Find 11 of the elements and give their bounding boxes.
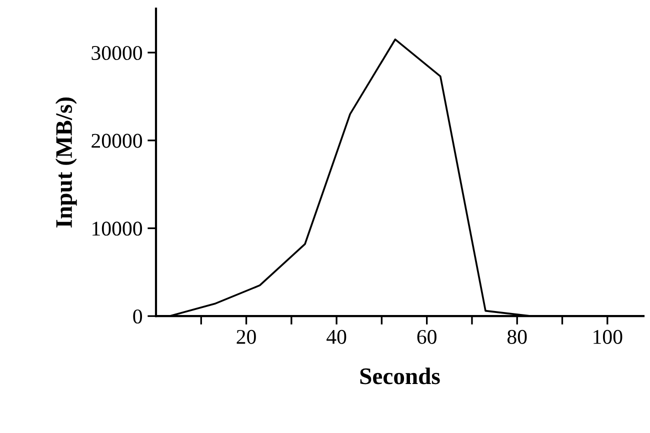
x-tick-label: 60: [417, 330, 436, 344]
y-axis-title: Input (MB/s): [55, 97, 77, 228]
y-tick-label: 30000: [92, 46, 142, 60]
y-tick-label: 10000: [92, 222, 142, 236]
x-tick-label: 100: [594, 330, 622, 344]
x-tick-label: 80: [507, 330, 527, 344]
x-tick-label: 40: [326, 330, 346, 344]
x-tick-label: 20: [236, 330, 256, 344]
y-tick-label: 0: [133, 309, 142, 324]
y-tick-label: 20000: [92, 134, 142, 148]
x-axis-title: Seconds: [360, 368, 440, 384]
